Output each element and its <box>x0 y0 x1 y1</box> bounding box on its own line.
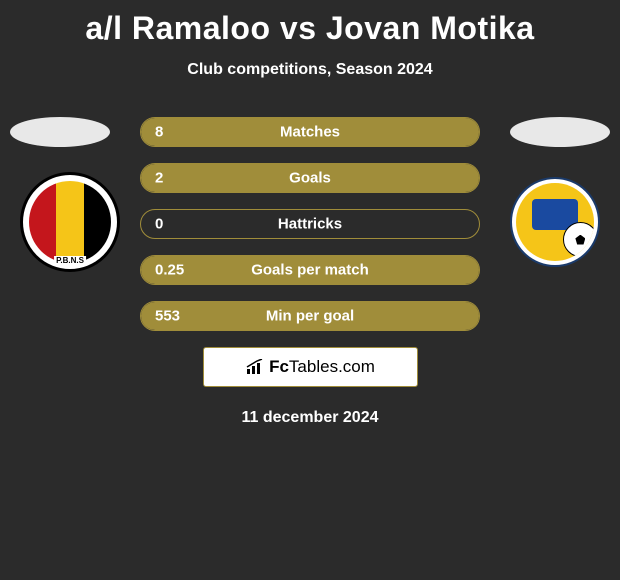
brand-suffix: Tables.com <box>289 357 375 376</box>
stat-row-matches: 8 Matches <box>140 117 480 147</box>
player-avatar-right <box>510 117 610 147</box>
stat-value-left: 553 <box>155 308 180 325</box>
stat-rows: 8 Matches 2 Goals 0 Hattricks 0.25 Goals… <box>140 117 480 331</box>
chart-icon <box>245 359 265 375</box>
brand-text: FcTables.com <box>269 357 375 377</box>
stat-row-hattricks: 0 Hattricks <box>140 209 480 239</box>
stat-value-left: 2 <box>155 170 163 187</box>
comparison-date: 11 december 2024 <box>0 409 620 427</box>
brand-prefix: Fc <box>269 357 289 376</box>
stat-label: Matches <box>280 124 340 141</box>
subtitle: Club competitions, Season 2024 <box>0 61 620 79</box>
stat-value-left: 8 <box>155 124 163 141</box>
stat-label: Min per goal <box>266 308 354 325</box>
stat-value-left: 0.25 <box>155 262 184 279</box>
club-badge-left-label: P.B.N.S <box>54 256 86 265</box>
page-title: a/l Ramaloo vs Jovan Motika <box>0 0 620 47</box>
club-badge-right <box>510 177 600 267</box>
player-avatar-left <box>10 117 110 147</box>
stat-row-min-per-goal: 553 Min per goal <box>140 301 480 331</box>
stat-label: Goals <box>289 170 331 187</box>
stat-row-goals-per-match: 0.25 Goals per match <box>140 255 480 285</box>
stat-label: Hattricks <box>278 216 342 233</box>
comparison-content: P.B.N.S 8 Matches 2 Goals 0 Hattricks <box>0 117 620 427</box>
stat-value-left: 0 <box>155 216 163 233</box>
club-badge-left: P.B.N.S <box>20 172 120 272</box>
stat-row-goals: 2 Goals <box>140 163 480 193</box>
stat-label: Goals per match <box>251 262 369 279</box>
brand-box: FcTables.com <box>203 347 418 387</box>
